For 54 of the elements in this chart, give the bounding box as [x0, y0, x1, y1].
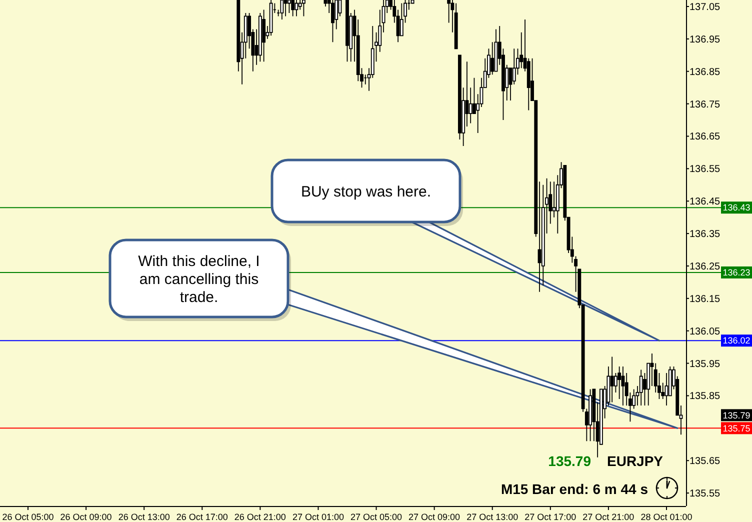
annotation: EURJPY	[607, 453, 664, 469]
ref-line-label: 136.43	[722, 202, 750, 213]
annotation: With this decline, I am cancelling this trade.	[138, 252, 260, 306]
y-tick-label: 137.05	[690, 2, 721, 13]
y-tick-label: 136.55	[690, 164, 721, 176]
annotation: 135.79	[548, 453, 592, 469]
annotation: M15 Bar end: 6 m 44 s	[500, 481, 648, 497]
y-tick-label: 135.95	[690, 358, 721, 370]
y-tick-label: 136.75	[690, 99, 721, 110]
y-tick-label: 136.65	[690, 132, 721, 143]
x-tick-label: 26 Oct 17:00	[176, 512, 228, 522]
candlestick	[331, 0, 334, 43]
candlestick	[258, 12, 262, 62]
x-tick-label: 28 Oct 01:00	[640, 512, 692, 522]
x-tick-label: 26 Oct 13:00	[118, 512, 170, 522]
ref-line-label: 136.02	[722, 336, 750, 346]
y-tick-label: 136.25	[690, 261, 721, 272]
y-tick-label: 135.55	[690, 488, 721, 500]
y-tick-label: 136.45	[690, 196, 721, 208]
y-tick-label: 136.15	[690, 294, 721, 305]
ref-line-label: 135.75	[722, 423, 750, 434]
y-tick-label: 136.95	[690, 34, 721, 46]
x-tick-label: 27 Oct 21:00	[582, 512, 634, 522]
candlestick	[294, 0, 298, 17]
candlestick	[621, 366, 625, 406]
candlestick	[494, 28, 498, 72]
candlestick	[269, 0, 273, 36]
candlestick	[346, 0, 349, 62]
y-tick-label: 136.05	[690, 326, 721, 338]
x-tick-label: 26 Oct 09:00	[60, 512, 112, 522]
x-tick-label: 27 Oct 17:00	[524, 512, 576, 522]
y-tick-label: 136.35	[690, 229, 721, 240]
x-tick-label: 27 Oct 09:00	[408, 512, 460, 522]
candlestick	[262, 9, 266, 62]
y-tick-label: 136.85	[690, 66, 721, 78]
y-tick-label: 135.85	[690, 391, 721, 402]
x-tick-label: 26 Oct 05:00	[2, 512, 54, 522]
candlestick	[610, 356, 614, 403]
candlestick	[454, 2, 458, 50]
x-tick-label: 27 Oct 01:00	[292, 512, 344, 522]
candlestick	[287, 0, 291, 14]
text: 135.79	[722, 410, 750, 420]
y-tick-label: 135.65	[690, 456, 721, 468]
candlestick	[302, 0, 306, 17]
annotation: BUy stop was here.	[300, 183, 432, 200]
candlestick	[280, 0, 284, 20]
candlestick	[291, 0, 295, 17]
x-tick-label: 26 Oct 21:00	[234, 512, 286, 522]
x-tick-label: 27 Oct 05:00	[350, 512, 402, 522]
candlestick	[284, 0, 288, 17]
ref-line-label: 136.23	[722, 268, 750, 278]
x-tick-label: 27 Oct 13:00	[466, 512, 518, 522]
candlestick	[639, 369, 643, 406]
candlestick	[588, 388, 592, 442]
